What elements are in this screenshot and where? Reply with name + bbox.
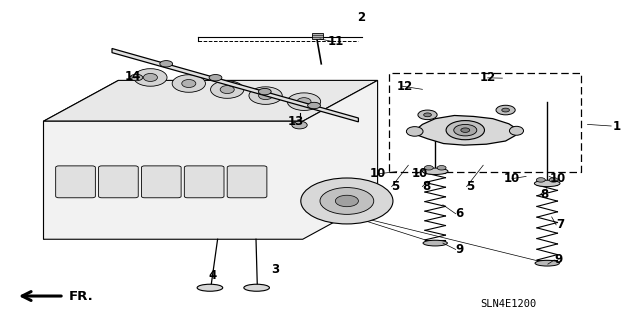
Ellipse shape — [297, 98, 311, 106]
Ellipse shape — [249, 87, 282, 104]
Ellipse shape — [406, 127, 423, 136]
Text: 9: 9 — [554, 254, 562, 266]
Text: 8: 8 — [540, 188, 548, 201]
Text: 10: 10 — [369, 167, 386, 180]
Circle shape — [292, 121, 307, 129]
Text: 4: 4 — [209, 270, 216, 282]
Ellipse shape — [134, 69, 167, 86]
Circle shape — [335, 195, 358, 207]
Circle shape — [308, 102, 321, 109]
Circle shape — [496, 105, 515, 115]
Text: 8: 8 — [422, 180, 430, 193]
Ellipse shape — [143, 73, 157, 81]
Polygon shape — [44, 80, 118, 239]
Ellipse shape — [259, 92, 273, 100]
Polygon shape — [44, 80, 378, 239]
Circle shape — [259, 88, 271, 95]
Ellipse shape — [211, 81, 244, 98]
Bar — [389, 73, 581, 172]
Circle shape — [418, 110, 437, 120]
Text: 14: 14 — [125, 70, 141, 83]
Ellipse shape — [172, 75, 205, 92]
Ellipse shape — [422, 168, 448, 174]
Circle shape — [301, 178, 393, 224]
Ellipse shape — [535, 260, 559, 266]
Ellipse shape — [220, 85, 234, 93]
Text: 10: 10 — [504, 172, 520, 185]
Circle shape — [454, 124, 477, 136]
Text: 13: 13 — [287, 115, 304, 128]
Ellipse shape — [509, 126, 524, 135]
Circle shape — [130, 74, 143, 81]
Text: FR.: FR. — [69, 290, 94, 302]
Circle shape — [424, 113, 431, 117]
Text: 5: 5 — [467, 180, 474, 193]
Polygon shape — [112, 48, 358, 122]
Polygon shape — [415, 115, 517, 145]
Text: 10: 10 — [550, 172, 566, 185]
Circle shape — [437, 166, 446, 170]
Polygon shape — [44, 80, 378, 121]
Bar — [312, 33, 323, 39]
Circle shape — [424, 166, 433, 170]
Text: 12: 12 — [479, 71, 496, 84]
Text: 2: 2 — [358, 11, 365, 24]
Text: 6: 6 — [456, 207, 463, 220]
Text: 9: 9 — [456, 243, 463, 256]
Circle shape — [549, 178, 558, 182]
Text: 7: 7 — [556, 219, 564, 231]
FancyBboxPatch shape — [56, 166, 95, 198]
Text: 3: 3 — [271, 263, 279, 276]
Ellipse shape — [197, 284, 223, 291]
Text: 1: 1 — [612, 120, 620, 132]
Ellipse shape — [244, 284, 269, 291]
FancyBboxPatch shape — [227, 166, 267, 198]
FancyBboxPatch shape — [141, 166, 181, 198]
Circle shape — [209, 75, 222, 81]
Text: SLN4E1200: SLN4E1200 — [481, 299, 537, 309]
Ellipse shape — [534, 180, 560, 187]
Text: 5: 5 — [392, 180, 399, 193]
Ellipse shape — [287, 93, 321, 110]
Ellipse shape — [423, 240, 447, 246]
Circle shape — [320, 188, 374, 214]
Text: 11: 11 — [328, 35, 344, 48]
FancyBboxPatch shape — [184, 166, 224, 198]
Circle shape — [160, 61, 173, 67]
Text: 12: 12 — [396, 80, 413, 93]
Circle shape — [502, 108, 509, 112]
Circle shape — [446, 121, 484, 140]
Circle shape — [536, 178, 545, 182]
Circle shape — [461, 128, 470, 132]
FancyBboxPatch shape — [99, 166, 138, 198]
Text: 10: 10 — [412, 167, 428, 180]
Ellipse shape — [182, 79, 196, 87]
